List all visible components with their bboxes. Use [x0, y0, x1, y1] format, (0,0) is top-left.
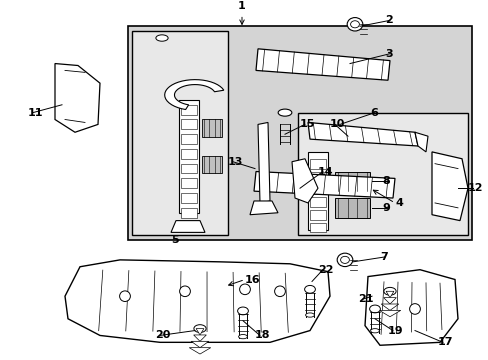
Polygon shape — [65, 260, 329, 342]
Ellipse shape — [274, 286, 285, 297]
Ellipse shape — [238, 334, 247, 339]
Text: 9: 9 — [381, 203, 389, 213]
Polygon shape — [379, 310, 400, 317]
Text: 17: 17 — [437, 337, 452, 347]
Ellipse shape — [346, 18, 362, 31]
Text: 15: 15 — [299, 120, 315, 129]
Polygon shape — [386, 291, 393, 298]
Text: 21: 21 — [357, 294, 373, 304]
Polygon shape — [256, 49, 389, 80]
Text: 19: 19 — [387, 325, 403, 336]
Text: 13: 13 — [227, 157, 243, 167]
Text: 18: 18 — [254, 330, 270, 341]
Ellipse shape — [337, 253, 352, 267]
Ellipse shape — [179, 286, 190, 297]
Polygon shape — [414, 132, 427, 152]
Polygon shape — [196, 329, 203, 335]
Bar — [334, 198, 369, 218]
Text: 8: 8 — [381, 176, 389, 186]
Polygon shape — [364, 270, 457, 345]
Bar — [309, 210, 325, 220]
Ellipse shape — [304, 285, 315, 293]
Text: 4: 4 — [394, 198, 402, 208]
Polygon shape — [253, 171, 394, 198]
Polygon shape — [383, 298, 396, 304]
Bar — [181, 208, 197, 218]
Bar — [309, 159, 325, 168]
Text: 12: 12 — [467, 183, 483, 193]
Bar — [181, 105, 197, 114]
Text: 5: 5 — [171, 235, 179, 245]
Text: 14: 14 — [317, 167, 333, 176]
Ellipse shape — [305, 313, 314, 317]
Bar — [179, 100, 199, 213]
Bar — [307, 152, 327, 230]
Polygon shape — [431, 152, 467, 221]
Polygon shape — [193, 335, 206, 341]
Polygon shape — [189, 348, 210, 354]
Bar — [309, 222, 325, 233]
Text: 10: 10 — [329, 120, 345, 129]
Bar — [309, 171, 325, 181]
Polygon shape — [55, 64, 100, 132]
Ellipse shape — [278, 109, 291, 116]
Polygon shape — [171, 221, 204, 233]
Polygon shape — [307, 122, 417, 146]
Ellipse shape — [369, 305, 380, 313]
Text: 6: 6 — [369, 108, 377, 118]
Bar — [181, 193, 197, 203]
Text: 1: 1 — [238, 1, 245, 11]
Bar — [132, 31, 227, 235]
Ellipse shape — [156, 35, 168, 41]
Ellipse shape — [237, 307, 248, 315]
Text: 11: 11 — [28, 108, 43, 118]
Bar — [181, 120, 197, 129]
Ellipse shape — [409, 303, 420, 314]
Text: 22: 22 — [317, 265, 333, 275]
Bar — [334, 171, 369, 191]
Polygon shape — [249, 201, 278, 215]
Polygon shape — [191, 341, 208, 348]
Bar — [128, 26, 471, 240]
Polygon shape — [291, 159, 317, 203]
Bar — [309, 184, 325, 194]
Bar — [181, 179, 197, 188]
Ellipse shape — [340, 256, 349, 264]
Bar — [181, 134, 197, 144]
Polygon shape — [381, 304, 398, 310]
Ellipse shape — [239, 284, 250, 294]
Polygon shape — [258, 122, 269, 203]
Bar — [309, 197, 325, 207]
Bar — [297, 113, 467, 235]
Bar — [202, 120, 222, 137]
Bar — [202, 156, 222, 174]
Text: 20: 20 — [155, 330, 170, 341]
Ellipse shape — [370, 329, 379, 333]
Text: 16: 16 — [244, 275, 260, 284]
Ellipse shape — [193, 325, 205, 333]
Ellipse shape — [350, 21, 359, 28]
Text: 7: 7 — [379, 252, 387, 262]
Bar — [181, 164, 197, 174]
Ellipse shape — [383, 287, 395, 295]
Text: 2: 2 — [384, 15, 392, 25]
Bar — [181, 149, 197, 159]
Text: 3: 3 — [384, 49, 392, 59]
Ellipse shape — [120, 291, 130, 301]
Polygon shape — [164, 80, 224, 109]
